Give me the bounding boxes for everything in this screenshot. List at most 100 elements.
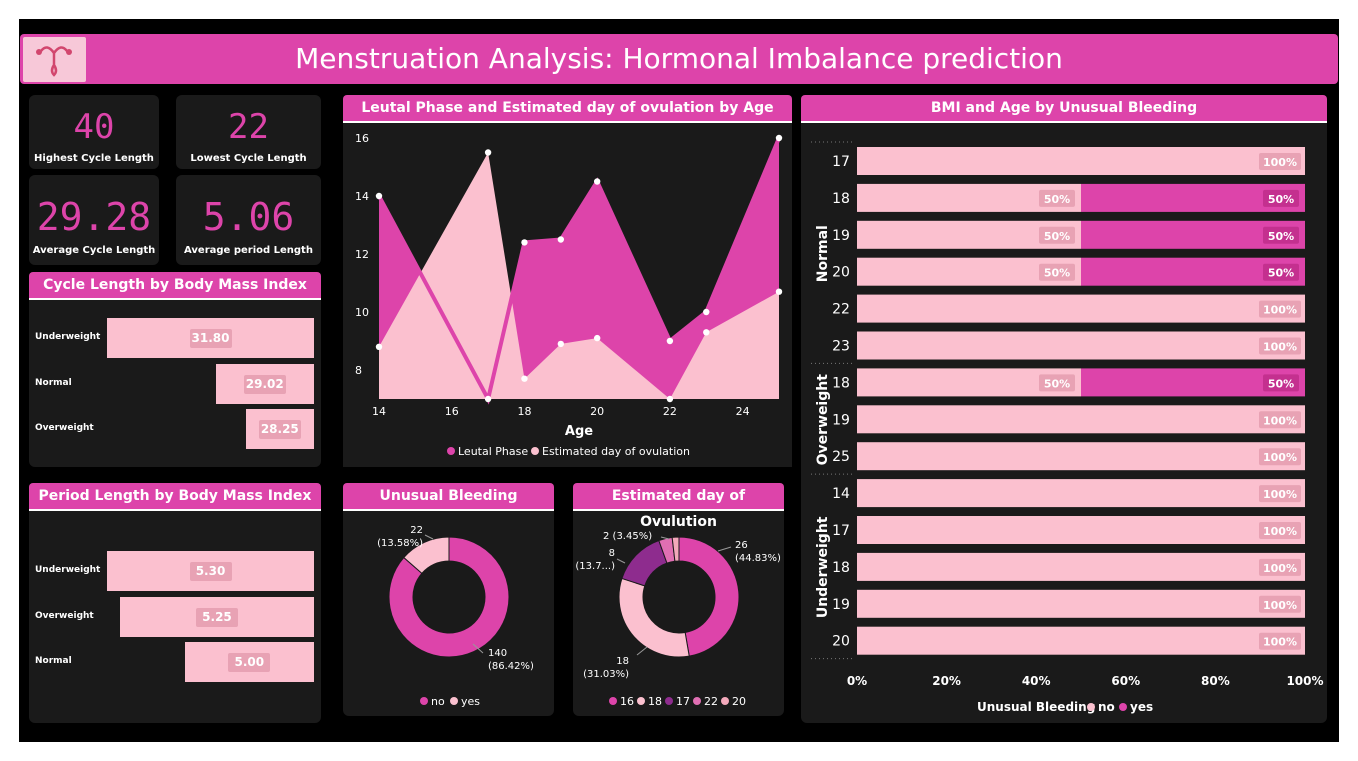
legend-marker	[531, 447, 539, 455]
luteal-panel: Leutal Phase and Estimated day of ovulat…	[343, 95, 792, 467]
legend-marker	[420, 697, 428, 705]
bar-value-label: 50%	[1268, 377, 1294, 390]
bar-category-label: Normal	[35, 377, 72, 388]
leader-line	[424, 534, 434, 540]
x-tick-label: 20	[590, 405, 604, 418]
bar-segment-no	[857, 589, 1305, 618]
y-tick-label: 8	[355, 364, 362, 377]
y-tick-label: 16	[355, 132, 369, 145]
data-point	[593, 178, 601, 185]
bar-value-label: 100%	[1263, 599, 1297, 612]
legend-title: Unusual Bleeding	[977, 700, 1095, 714]
bar-value-label: 5.25	[195, 607, 238, 627]
bar-segment-no	[857, 442, 1305, 471]
bar-category-label: Overweight	[35, 610, 94, 621]
kpi-card-lowest-cycle: 22 Lowest Cycle Length	[176, 95, 321, 169]
data-point	[666, 395, 674, 403]
bar-value-label: 50%	[1268, 230, 1294, 243]
bar-value-label: 100%	[1263, 451, 1297, 464]
bar-value-label: 100%	[1263, 414, 1297, 427]
age-label: 19	[832, 412, 850, 428]
legend-marker	[1119, 703, 1127, 711]
group-label: Overweight	[815, 374, 831, 466]
ovulation-panel: Estimated day of Ovulution 26 (44.83%) 18 (…	[573, 483, 784, 716]
x-tick-label: 22	[663, 405, 677, 418]
kpi-card-average-cycle: 29.28 Average Cycle Length	[29, 175, 159, 265]
panel-title: Unusual Bleeding	[343, 483, 554, 511]
y-tick-label: 10	[355, 306, 369, 319]
label-box	[1259, 632, 1301, 650]
bar-value-label: 50%	[1044, 230, 1070, 243]
bar-segment-no	[857, 552, 1305, 581]
legend-label: Estimated day of ovulation	[542, 445, 690, 458]
legend-marker	[609, 697, 617, 705]
leader-line	[717, 546, 732, 552]
donut-slice	[678, 536, 740, 657]
data-point	[521, 239, 528, 246]
ovulation-chart: 26 (44.83%) 18 (31.03%) 8 (13.7...) 2 (3.45%) 1…	[575, 531, 781, 708]
data-point	[557, 340, 565, 348]
donut-data-label: 8	[609, 548, 615, 559]
label-box	[1259, 522, 1301, 539]
donut-data-label: 22	[410, 525, 423, 536]
donut-slice	[621, 539, 668, 587]
label-box	[1259, 153, 1301, 170]
bar-category-label: Underweight	[35, 332, 101, 342]
panel-title: Cycle Length by Body Mass Index	[29, 272, 321, 300]
y-tick-label: 14	[355, 190, 369, 203]
data-point	[521, 375, 528, 382]
label-box	[1263, 374, 1299, 392]
legend-marker	[447, 447, 455, 455]
data-point	[557, 236, 565, 243]
legend-label: yes	[461, 695, 480, 708]
bar-value-label: 100%	[1263, 156, 1297, 169]
bar-category-label: Underweight	[35, 565, 101, 575]
data-point	[484, 395, 492, 403]
donut-data-label: (13.58%)	[377, 538, 423, 549]
bmi-age-panel: BMI and Age by Unusual Bleeding 17 100% 18…	[801, 95, 1327, 723]
age-label: 14	[832, 486, 850, 502]
leader-line	[636, 646, 648, 656]
donut-data-label: 18	[616, 656, 629, 667]
x-tick-label: 24	[736, 405, 750, 418]
bar-segment-no	[857, 147, 1305, 175]
bar-value-label: 5.00	[228, 653, 271, 672]
bar-value-label: 50%	[1044, 193, 1070, 206]
panel-title: Leutal Phase and Estimated day of ovulat…	[343, 95, 792, 123]
label-box	[1259, 300, 1301, 318]
luteal-chart: 8 10 12 14 16 14 16 18 20 22 24 Age Leutal Phase Esti…	[343, 123, 792, 467]
legend-label: Leutal Phase	[458, 445, 528, 458]
bmi-age-chart: 17 100% 18 50% 50% 19 50% 50% 20 50% 50% 22 100% 23 10…	[811, 141, 1324, 714]
donut-slice	[618, 577, 690, 658]
label-box	[1259, 595, 1301, 613]
data-point	[775, 288, 783, 295]
header-bar	[20, 34, 1338, 84]
bar-value-label: 100%	[1263, 525, 1297, 538]
label-box	[1259, 558, 1301, 576]
data-point	[703, 308, 710, 316]
x-tick-label: 18	[517, 405, 531, 418]
age-label: 17	[832, 154, 850, 170]
label-box	[1259, 411, 1301, 429]
data-point	[775, 134, 783, 142]
period-bmi-chart: Underweight 5.30 Overweight 5.25 Normal 5.00	[29, 511, 321, 723]
label-box	[1039, 374, 1075, 392]
x-axis-label: Age	[565, 424, 593, 439]
x-tick-label: 60%	[1111, 674, 1140, 688]
legend-marker	[450, 697, 458, 705]
age-label: 20	[832, 265, 850, 281]
x-tick-label: 100%	[1286, 674, 1323, 688]
age-label: 22	[832, 302, 850, 318]
y-tick-label: 12	[355, 248, 369, 261]
donut-slice	[403, 536, 450, 575]
bar-value-label: 100%	[1263, 341, 1297, 354]
legend-label: 22	[704, 695, 718, 708]
cycle-bmi-panel: Cycle Length by Body Mass Index Underwei…	[29, 272, 321, 467]
kpi-value: 22	[228, 107, 269, 147]
x-tick-label: 14	[372, 405, 386, 418]
donut-data-label: (31.03%)	[583, 669, 629, 680]
label-box	[1263, 189, 1299, 207]
age-label: 25	[832, 449, 850, 465]
legend-marker	[693, 697, 701, 705]
period-bmi-panel: Period Length by Body Mass Index Underwe…	[29, 483, 321, 723]
